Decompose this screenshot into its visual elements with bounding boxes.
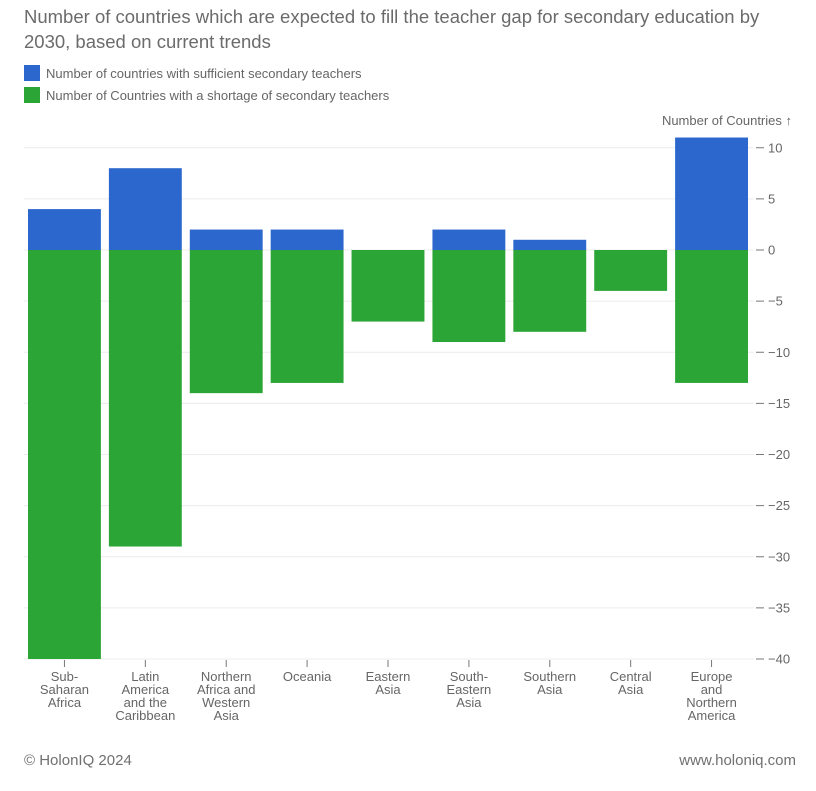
legend-swatch-shortage [24,87,40,103]
x-tick-label: Latin America and the Caribbean [115,669,175,723]
x-tick-label-line: Africa and [197,682,256,697]
x-tick-label: Eastern Asia [366,669,411,697]
x-tick-label-line: Africa [48,695,82,710]
y-tick-label: −35 [768,600,790,615]
bars [28,137,748,659]
x-tick-label: Sub-Saharan Africa [40,669,89,710]
legend-label-sufficient: Number of countries with sufficient seco… [46,65,362,81]
chart-title: Number of countries which are expected t… [24,6,760,52]
y-tick-label: −10 [768,345,790,360]
x-tick-label-line: Sub- [51,669,78,684]
legend-item-sufficient: Number of countries with sufficient seco… [24,62,389,84]
bar-shortage [675,250,748,383]
y-tick-label: −40 [768,652,790,667]
x-tick-label-line: Central [610,669,652,684]
y-axis-label: Number of Countries ↑ [662,113,792,128]
bar-shortage [189,250,263,394]
x-tick-label-line: Caribbean [115,708,175,723]
bar-shortage [432,250,506,343]
bar-shortage [513,250,587,332]
y-tick-label: 0 [768,243,775,258]
x-tick-label-line: Latin [131,669,159,684]
x-tick-label-line: Northern [201,669,252,684]
x-tick-label-line: Western [202,695,250,710]
bar-sufficient [513,239,587,250]
chart-plot: Number of Countries ↑ 10 5 0 −5 −10 −15 −20 −25… [24,113,792,723]
y-tick-label: −20 [768,447,790,462]
x-tick-label-line: Saharan [40,682,89,697]
x-tick-label-line: and the [124,695,167,710]
bar-sufficient [432,229,506,250]
copyright: © HolonIQ 2024 [24,752,132,769]
x-tick-label-line: Eastern [366,669,411,684]
y-tick-label: −25 [768,498,790,513]
bar-sufficient [675,137,748,250]
x-tick-label-line: Southern [523,669,576,684]
legend-item-shortage: Number of Countries with a shortage of s… [24,84,389,106]
x-tick-label-line: Eastern [446,682,491,697]
website-link[interactable]: www.holoniq.com [679,752,796,769]
bar-shortage [351,250,425,322]
x-tick-label: South-Eastern Asia [446,669,491,710]
x-tick-label-line: Asia [618,682,644,697]
x-tick-label: Northern Africa and Western Asia [197,669,256,723]
x-tick-label: Oceania [283,669,332,684]
x-tick-label-line: America [121,682,169,697]
x-tick-label-line: Asia [214,708,240,723]
bar-sufficient [28,209,101,250]
bar-sufficient [189,229,263,250]
x-tick-label-line: and [701,682,723,697]
y-tick-label: −5 [768,294,783,309]
y-tick-label: 10 [768,140,782,155]
x-tick-label: Europe and Northern America [686,669,737,723]
x-tick-label-line: South- [450,669,488,684]
x-tick-label-line: Europe [691,669,733,684]
bar-sufficient [270,229,344,250]
bar-shortage [28,250,101,659]
x-tick-label-line: Northern [686,695,737,710]
bar-shortage [594,250,668,291]
x-tick-label: Southern Asia [523,669,576,697]
x-tick-label-line: Asia [537,682,563,697]
legend-label-shortage: Number of Countries with a shortage of s… [46,87,390,103]
x-tick-label-line: Oceania [283,669,332,684]
legend: Number of countries with sufficient seco… [24,62,389,106]
x-tick-label-line: Asia [456,695,482,710]
y-axis: 10 5 0 −5 −10 −15 −20 −25 −30 −35 −40 [756,140,790,667]
x-tick-label-line: America [688,708,736,723]
y-tick-label: 5 [768,191,775,206]
y-tick-label: −30 [768,549,790,564]
bar-sufficient [108,168,182,250]
bar-shortage [108,250,182,547]
bar-shortage [270,250,344,383]
x-tick-label-line: Asia [375,682,401,697]
legend-swatch-sufficient [24,65,40,81]
x-tick-label: Central Asia [610,669,652,697]
y-tick-label: −15 [768,396,790,411]
